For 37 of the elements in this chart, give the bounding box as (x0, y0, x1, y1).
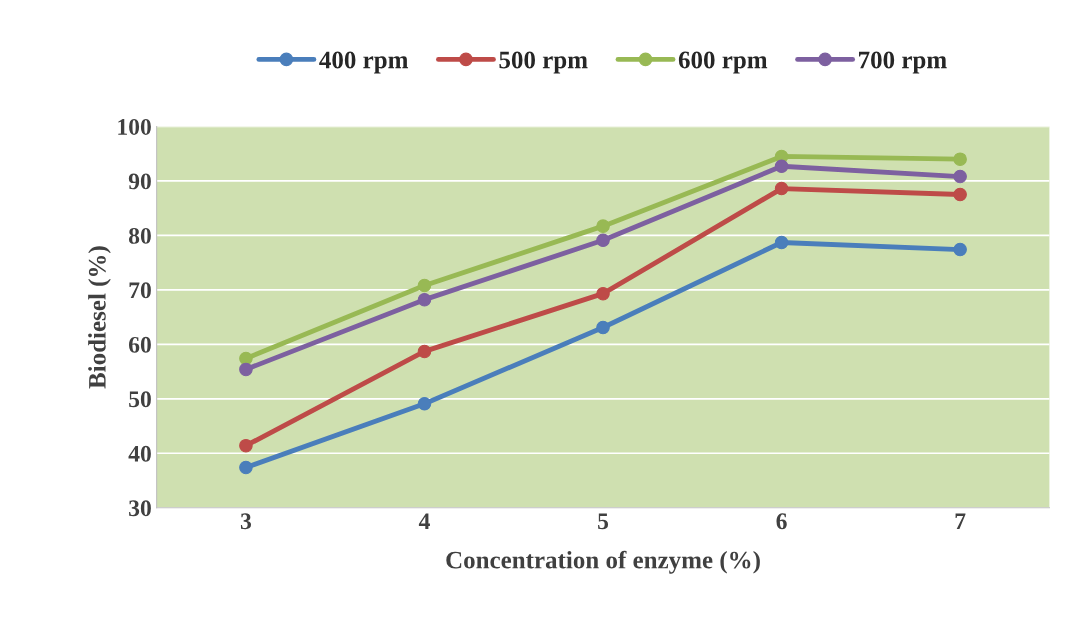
y-tick-label: 50 (129, 391, 151, 408)
point (239, 460, 253, 475)
y-axis-title: Biodiesel (%) (88, 246, 111, 389)
point (596, 286, 610, 301)
y-tick-label: 100 (118, 118, 151, 135)
y-tick-label: 40 (128, 445, 151, 462)
point (953, 242, 967, 257)
point (417, 278, 432, 293)
point (774, 181, 789, 196)
point (774, 159, 789, 173)
point (596, 320, 610, 335)
point (417, 344, 432, 359)
point (596, 219, 610, 233)
point (417, 396, 432, 411)
x-tick-label: 5 (598, 513, 609, 530)
point (596, 233, 610, 248)
y-tick-label: 90 (128, 173, 151, 190)
point (239, 438, 253, 453)
y-tick-label: 30 (129, 500, 151, 517)
point (953, 169, 967, 184)
point (417, 292, 432, 307)
x-tick-label: 3 (240, 513, 252, 530)
x-tick-label: 6 (776, 513, 787, 530)
y-tick-label: 60 (128, 336, 151, 353)
legend-label: 500 rpm (499, 51, 588, 74)
legend-label: 600 rpm (678, 51, 768, 74)
x-tick-label: 4 (418, 513, 430, 529)
y-tick-label: 80 (128, 227, 151, 244)
point (774, 235, 789, 250)
legend-label: 400 rpm (319, 51, 409, 74)
point (953, 187, 967, 202)
point (953, 152, 967, 166)
point (239, 362, 253, 377)
x-axis-title: Concentration of enzyme (%) (446, 550, 760, 574)
y-tick-label: 70 (129, 282, 151, 299)
x-tick-label: 7 (955, 513, 966, 529)
legend-label: 700 rpm (859, 51, 947, 74)
